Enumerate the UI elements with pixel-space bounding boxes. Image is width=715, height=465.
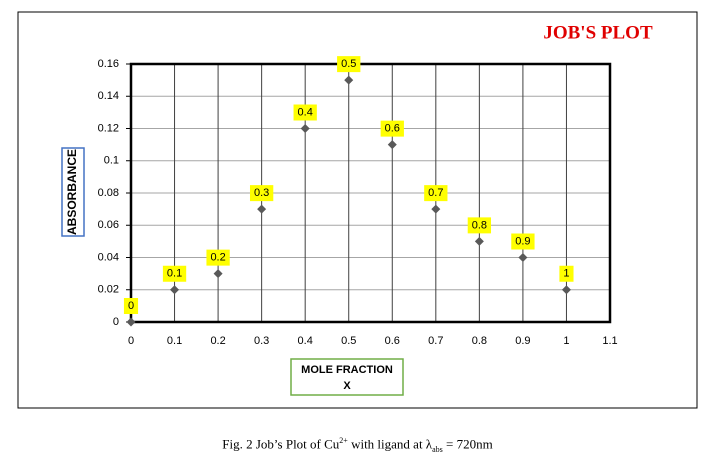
y-tick-label: 0.06: [98, 219, 119, 231]
data-label-bg: [380, 120, 404, 137]
y-axis-label: ABSORBANCE: [65, 149, 79, 235]
marker: [518, 253, 528, 262]
data-label: 0.2: [210, 252, 225, 264]
marker: [344, 75, 354, 85]
chart: JOB'S PLOT ABSORBANCE MOLE FRACTION X 00…: [17, 11, 698, 409]
data-label: 0: [128, 300, 134, 312]
data-label: 0.1: [167, 268, 182, 280]
marker: [213, 269, 223, 279]
marker: [387, 140, 397, 150]
x-tick-label: 0.1: [167, 335, 182, 347]
y-tick-label: 0.02: [98, 284, 119, 296]
marker: [561, 285, 571, 295]
marker: [431, 204, 441, 214]
data-label: 0.9: [515, 235, 530, 247]
data-label-bg: [206, 249, 230, 266]
x-tick-label: 0.3: [254, 335, 269, 347]
x-tick-label: 0.2: [210, 335, 225, 347]
x-axis-label: MOLE FRACTION: [301, 364, 393, 376]
marker: [474, 236, 484, 246]
marker: [300, 124, 310, 133]
x-label-box: [290, 358, 404, 396]
caption-text: Fig. 2 Job’s Plot of Cu: [222, 436, 340, 452]
caption-text: with ligand at λ: [347, 436, 433, 452]
data-label-bg: [337, 56, 361, 73]
y-tick-label: 0.1: [104, 155, 119, 167]
x-tick-label: 0: [128, 335, 134, 347]
y-tick-label: 0.04: [98, 251, 119, 263]
caption-text: = 720nm: [442, 436, 493, 452]
data-label: 0.7: [428, 187, 443, 199]
chart-title: JOB'S PLOT: [543, 22, 653, 43]
y-label-box: [61, 147, 85, 237]
data-label-bg: [467, 217, 492, 234]
caption: Fig. 2 Job’s Plot of Cu2+ with ligand at…: [0, 436, 715, 454]
data-label-bg: [424, 185, 448, 202]
x-tick-label: 0.8: [472, 335, 487, 347]
marker: [257, 204, 267, 214]
data-label-bg: [162, 265, 187, 282]
x-tick-label: 0.7: [428, 335, 443, 347]
plot-border: [129, 62, 612, 324]
data-label: 0.5: [341, 58, 356, 70]
x-axis-label: X: [343, 380, 351, 392]
x-tick-label: 0.9: [515, 335, 530, 347]
x-tick-label: 0.4: [298, 335, 313, 347]
data-label: 0.3: [254, 187, 269, 199]
y-tick-label: 0.12: [98, 122, 119, 134]
data-label: 0.8: [472, 219, 487, 231]
caption-sup: 2+: [339, 436, 348, 445]
y-tick-label: 0.16: [98, 58, 119, 70]
x-tick-label: 0.6: [385, 335, 400, 347]
data-label-bg: [123, 298, 139, 314]
y-tick-label: 0.08: [98, 187, 119, 199]
y-tick-label: 0: [113, 316, 119, 328]
y-tick-label: 0.14: [98, 90, 119, 102]
data-label-bg: [249, 185, 274, 202]
data-label: 0.6: [385, 123, 400, 135]
x-tick-label: 1: [563, 335, 569, 347]
data-label-bg: [511, 233, 535, 250]
data-label: 1: [563, 268, 569, 280]
marker: [126, 317, 136, 327]
data-label-bg: [293, 104, 317, 121]
data-label: 0.4: [298, 106, 313, 118]
x-tick-label: 0.5: [341, 335, 356, 347]
x-tick-label: 1.1: [602, 335, 617, 347]
data-label-bg: [559, 265, 574, 282]
marker: [170, 285, 180, 295]
caption-sub: abs: [432, 444, 443, 454]
